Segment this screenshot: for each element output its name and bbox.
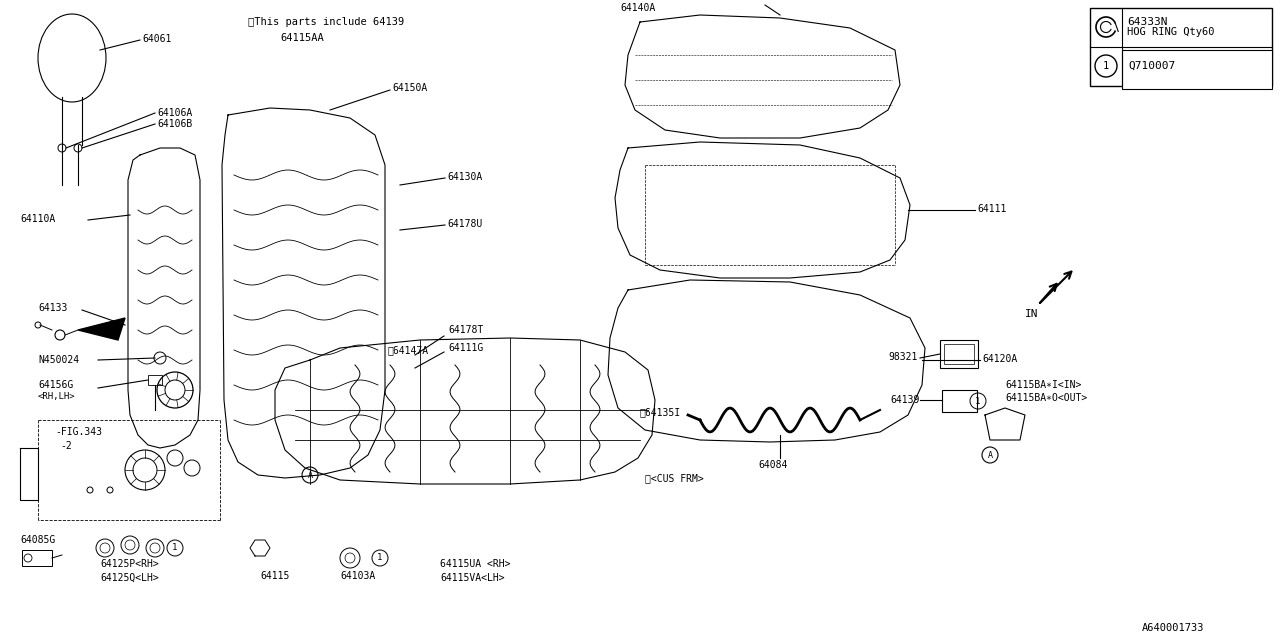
Text: 64103A: 64103A (340, 571, 375, 581)
Text: A: A (987, 451, 992, 460)
Text: N450024: N450024 (38, 355, 79, 365)
Text: 64120A: 64120A (982, 354, 1018, 364)
Text: Q710007: Q710007 (1128, 61, 1175, 71)
Text: 64125Q<LH>: 64125Q<LH> (100, 573, 159, 583)
Text: 1: 1 (1103, 61, 1110, 71)
Text: 64115UA <RH>: 64115UA <RH> (440, 559, 511, 569)
Text: 64106B: 64106B (157, 119, 192, 129)
Text: 1: 1 (975, 397, 980, 406)
Text: 64061: 64061 (142, 34, 172, 44)
Text: 64106A: 64106A (157, 108, 192, 118)
Bar (148, 375, 163, 385)
Text: 64115VA<LH>: 64115VA<LH> (440, 573, 504, 583)
Text: 64150A: 64150A (392, 83, 428, 93)
Text: -FIG.343: -FIG.343 (55, 427, 102, 437)
Text: ※64147A: ※64147A (388, 345, 429, 355)
Bar (1123, 50, 1272, 89)
Text: A640001733: A640001733 (1142, 623, 1204, 633)
Text: HOG RING Qty60: HOG RING Qty60 (1126, 27, 1215, 37)
Text: -2: -2 (60, 441, 72, 451)
Text: 64115: 64115 (260, 571, 289, 581)
Text: 98321: 98321 (888, 352, 918, 362)
Text: ※64135I: ※64135I (640, 407, 681, 417)
Text: 64140A: 64140A (620, 3, 655, 13)
Bar (942, 390, 977, 412)
Text: 64084: 64084 (758, 460, 787, 470)
Text: A: A (307, 470, 312, 479)
Text: 1: 1 (173, 543, 178, 552)
Text: 64115BA∗O<OUT>: 64115BA∗O<OUT> (1005, 393, 1087, 403)
Bar (945, 344, 974, 364)
Text: 64115AA: 64115AA (280, 33, 324, 43)
Text: 64130A: 64130A (447, 172, 483, 182)
Text: ※<CUS FRM>: ※<CUS FRM> (645, 473, 704, 483)
Text: ※This parts include 64139: ※This parts include 64139 (248, 17, 404, 27)
Text: 1: 1 (378, 554, 383, 563)
Text: 64110A: 64110A (20, 214, 55, 224)
Text: 64111G: 64111G (448, 343, 484, 353)
Polygon shape (78, 318, 125, 340)
Bar (940, 340, 978, 368)
Text: 64178U: 64178U (447, 219, 483, 229)
Text: 64139: 64139 (890, 395, 919, 405)
Text: 64156G: 64156G (38, 380, 73, 390)
Text: 64178T: 64178T (448, 325, 484, 335)
Bar (1091, 8, 1272, 86)
Text: 64133: 64133 (38, 303, 68, 313)
Text: 64125P<RH>: 64125P<RH> (100, 559, 159, 569)
Text: 64333N: 64333N (1126, 17, 1167, 27)
Text: 64085G: 64085G (20, 535, 55, 545)
Text: IN: IN (1025, 309, 1038, 319)
Text: <RH,LH>: <RH,LH> (38, 392, 76, 401)
Text: 64115BA∗I<IN>: 64115BA∗I<IN> (1005, 380, 1082, 390)
Text: 64111: 64111 (977, 204, 1006, 214)
Bar (22, 550, 52, 566)
